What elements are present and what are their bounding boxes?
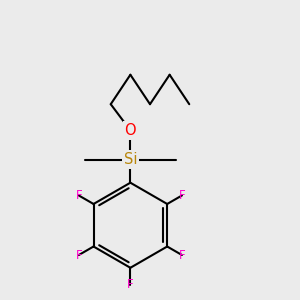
Text: Si: Si xyxy=(124,152,137,167)
Text: F: F xyxy=(127,278,134,291)
Text: F: F xyxy=(178,189,185,202)
Text: O: O xyxy=(124,123,136,138)
Text: F: F xyxy=(76,248,82,262)
Text: F: F xyxy=(76,189,82,202)
Text: F: F xyxy=(178,248,185,262)
